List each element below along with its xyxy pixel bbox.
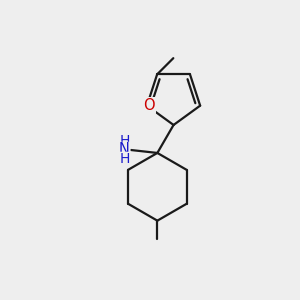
Text: H: H xyxy=(119,152,130,167)
Text: N: N xyxy=(119,142,130,158)
Text: O: O xyxy=(143,98,155,113)
Text: H: H xyxy=(119,134,130,148)
